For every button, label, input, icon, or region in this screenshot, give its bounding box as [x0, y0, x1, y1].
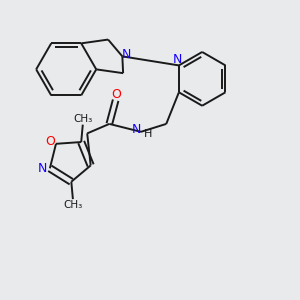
Text: H: H [144, 129, 153, 139]
Text: N: N [132, 123, 141, 136]
Text: O: O [45, 135, 55, 148]
Text: N: N [172, 53, 182, 66]
Text: O: O [111, 88, 121, 101]
Text: N: N [38, 163, 48, 176]
Text: CH₃: CH₃ [63, 200, 82, 210]
Text: N: N [122, 48, 131, 61]
Text: CH₃: CH₃ [73, 114, 92, 124]
